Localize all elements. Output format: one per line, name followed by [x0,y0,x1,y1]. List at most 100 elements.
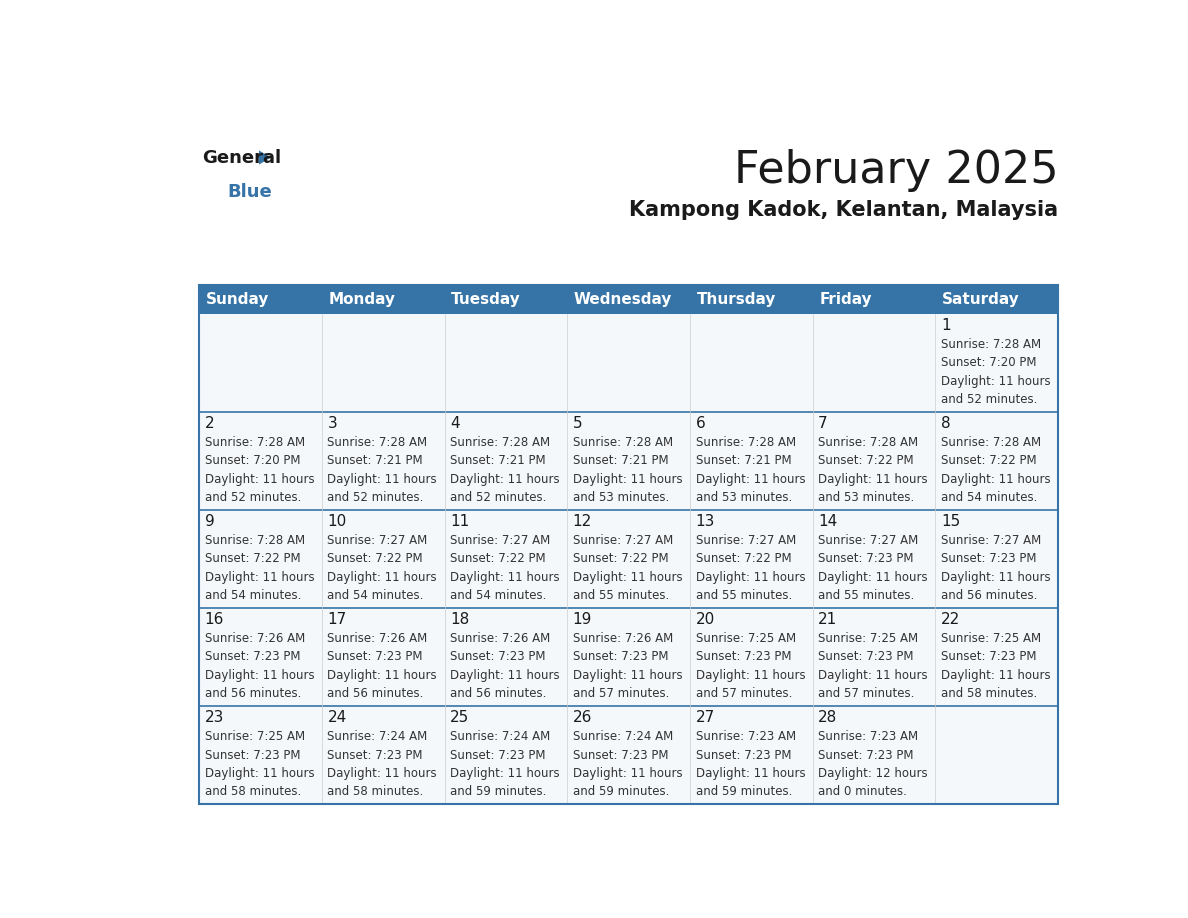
Text: Sunrise: 7:23 AM: Sunrise: 7:23 AM [819,730,918,744]
Text: Daylight: 11 hours: Daylight: 11 hours [941,473,1050,486]
Bar [935,706,1059,804]
Bar [322,412,444,510]
Bar [690,314,813,412]
Text: Blue: Blue [228,183,272,201]
Text: Sunset: 7:21 PM: Sunset: 7:21 PM [573,454,669,467]
Text: Tuesday: Tuesday [451,292,520,308]
Text: Sunrise: 7:24 AM: Sunrise: 7:24 AM [450,730,550,744]
Text: 17: 17 [328,612,347,627]
Text: Friday: Friday [820,292,872,308]
Text: Sunrise: 7:24 AM: Sunrise: 7:24 AM [573,730,674,744]
Text: 13: 13 [695,514,715,529]
Bar [813,510,935,608]
Text: Daylight: 11 hours: Daylight: 11 hours [328,669,437,682]
Bar [322,510,444,608]
Bar [690,608,813,706]
Bar [935,412,1059,510]
Text: Sunrise: 7:27 AM: Sunrise: 7:27 AM [819,534,918,547]
Text: 21: 21 [819,612,838,627]
Text: Sunrise: 7:25 AM: Sunrise: 7:25 AM [204,730,305,744]
Text: Sunrise: 7:26 AM: Sunrise: 7:26 AM [204,633,305,645]
Text: Saturday: Saturday [942,292,1019,308]
Bar [690,706,813,804]
Bar [568,510,690,608]
Text: Sunset: 7:21 PM: Sunset: 7:21 PM [328,454,423,467]
Text: Sunday: Sunday [206,292,268,308]
Bar [322,706,444,804]
Text: Sunrise: 7:26 AM: Sunrise: 7:26 AM [328,633,428,645]
Text: and 56 minutes.: and 56 minutes. [204,688,301,700]
Text: Sunset: 7:22 PM: Sunset: 7:22 PM [328,553,423,565]
Text: and 53 minutes.: and 53 minutes. [819,491,915,504]
Text: Sunset: 7:23 PM: Sunset: 7:23 PM [941,553,1036,565]
Text: and 52 minutes.: and 52 minutes. [941,393,1037,406]
Bar [322,314,444,412]
Text: Daylight: 11 hours: Daylight: 11 hours [941,669,1050,682]
Text: Sunset: 7:23 PM: Sunset: 7:23 PM [450,651,545,664]
Text: Sunset: 7:23 PM: Sunset: 7:23 PM [573,748,669,762]
Bar [935,510,1059,608]
Text: Sunrise: 7:27 AM: Sunrise: 7:27 AM [328,534,428,547]
Text: 11: 11 [450,514,469,529]
Text: Sunrise: 7:24 AM: Sunrise: 7:24 AM [328,730,428,744]
Text: Sunset: 7:23 PM: Sunset: 7:23 PM [695,748,791,762]
Text: Sunset: 7:23 PM: Sunset: 7:23 PM [941,651,1036,664]
Bar [200,608,322,706]
Text: Sunrise: 7:28 AM: Sunrise: 7:28 AM [941,436,1041,449]
Bar [813,706,935,804]
Text: and 55 minutes.: and 55 minutes. [695,589,791,602]
Bar [568,608,690,706]
Text: Sunrise: 7:27 AM: Sunrise: 7:27 AM [450,534,550,547]
Text: 24: 24 [328,711,347,725]
Text: Sunset: 7:23 PM: Sunset: 7:23 PM [204,651,301,664]
Text: Daylight: 11 hours: Daylight: 11 hours [204,473,315,486]
Text: and 59 minutes.: and 59 minutes. [573,786,669,799]
Text: 4: 4 [450,416,460,431]
Text: and 54 minutes.: and 54 minutes. [328,589,424,602]
Text: and 57 minutes.: and 57 minutes. [695,688,792,700]
Text: 1: 1 [941,318,950,333]
Bar [935,608,1059,706]
Bar [690,412,813,510]
Text: Sunset: 7:23 PM: Sunset: 7:23 PM [819,553,914,565]
Text: Daylight: 11 hours: Daylight: 11 hours [941,571,1050,584]
Text: Daylight: 11 hours: Daylight: 11 hours [573,473,682,486]
Text: and 57 minutes.: and 57 minutes. [819,688,915,700]
Text: Daylight: 11 hours: Daylight: 11 hours [204,669,315,682]
Text: and 58 minutes.: and 58 minutes. [328,786,424,799]
Text: Daylight: 11 hours: Daylight: 11 hours [819,669,928,682]
Text: 20: 20 [695,612,715,627]
Text: 6: 6 [695,416,706,431]
Text: Sunset: 7:23 PM: Sunset: 7:23 PM [204,748,301,762]
Text: Sunrise: 7:23 AM: Sunrise: 7:23 AM [695,730,796,744]
Text: Sunrise: 7:28 AM: Sunrise: 7:28 AM [204,436,305,449]
Text: Sunset: 7:22 PM: Sunset: 7:22 PM [819,454,914,467]
Text: and 52 minutes.: and 52 minutes. [328,491,424,504]
Text: 26: 26 [573,711,592,725]
Bar [444,608,568,706]
Bar [813,314,935,412]
Text: Daylight: 11 hours: Daylight: 11 hours [450,473,560,486]
Text: and 0 minutes.: and 0 minutes. [819,786,908,799]
Text: Sunrise: 7:25 AM: Sunrise: 7:25 AM [941,633,1041,645]
Text: Daylight: 11 hours: Daylight: 11 hours [573,571,682,584]
Text: and 56 minutes.: and 56 minutes. [450,688,546,700]
Text: Sunrise: 7:28 AM: Sunrise: 7:28 AM [204,534,305,547]
Text: 2: 2 [204,416,214,431]
Text: Daylight: 11 hours: Daylight: 11 hours [695,669,805,682]
Text: Daylight: 11 hours: Daylight: 11 hours [819,473,928,486]
Text: 12: 12 [573,514,592,529]
Text: Sunset: 7:23 PM: Sunset: 7:23 PM [328,748,423,762]
Text: and 52 minutes.: and 52 minutes. [450,491,546,504]
Text: Daylight: 11 hours: Daylight: 11 hours [573,767,682,780]
Text: Sunrise: 7:28 AM: Sunrise: 7:28 AM [450,436,550,449]
Text: 16: 16 [204,612,225,627]
Text: 23: 23 [204,711,225,725]
Bar [444,314,568,412]
Text: Daylight: 11 hours: Daylight: 11 hours [695,473,805,486]
Text: 27: 27 [695,711,715,725]
Text: and 56 minutes.: and 56 minutes. [328,688,424,700]
Text: Daylight: 11 hours: Daylight: 11 hours [328,767,437,780]
Text: 14: 14 [819,514,838,529]
Bar [200,412,322,510]
